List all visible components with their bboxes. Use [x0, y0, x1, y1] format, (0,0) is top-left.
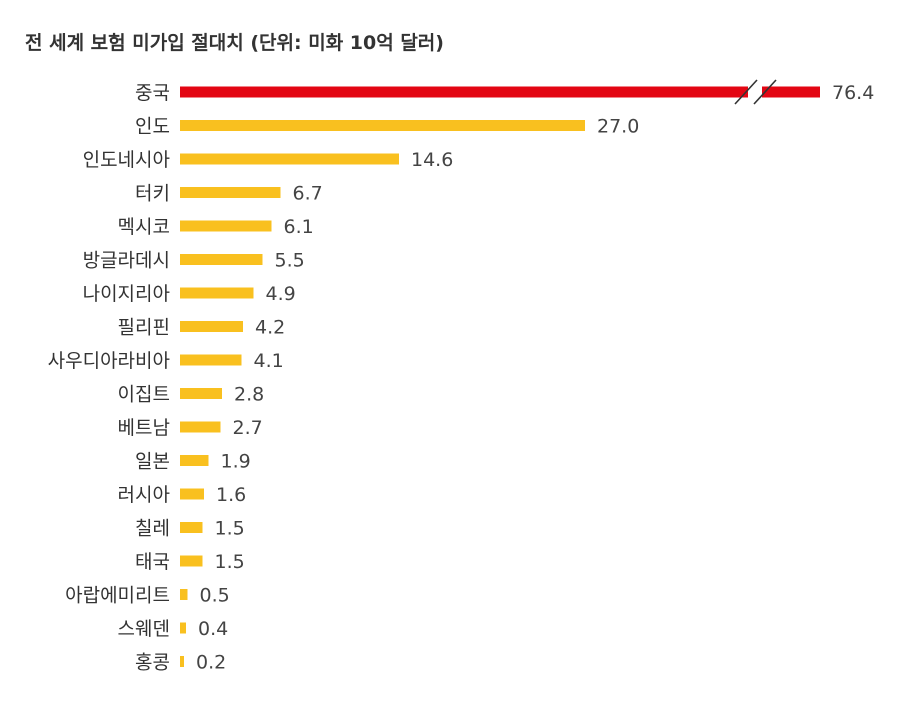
bar [180, 321, 243, 332]
category-label: 멕시코 [118, 216, 170, 238]
bar [180, 421, 221, 433]
category-label: 나이지리아 [83, 283, 170, 305]
value-label: 2.7 [233, 417, 263, 439]
category-label: 홍콩 [135, 652, 170, 674]
bar [180, 287, 254, 299]
bar [180, 388, 222, 399]
value-label: 4.2 [255, 317, 285, 339]
category-label: 베트남 [118, 417, 170, 439]
value-label: 2.8 [234, 384, 264, 406]
value-label: 0.5 [200, 585, 230, 607]
category-label: 방글라데시 [83, 250, 170, 272]
value-label: 1.6 [216, 484, 246, 506]
category-label: 아랍에미리트 [65, 585, 170, 607]
category-label: 인도 [135, 116, 170, 138]
value-label: 1.5 [215, 518, 245, 540]
category-label: 터키 [135, 183, 170, 205]
bar [180, 220, 272, 232]
value-label: 4.1 [254, 350, 284, 372]
bar [180, 555, 203, 567]
value-label: 1.5 [215, 551, 245, 573]
bar [180, 120, 585, 131]
category-label: 일본 [135, 451, 170, 473]
value-label: 1.9 [221, 451, 251, 473]
bar [180, 622, 186, 634]
chart-title: 전 세계 보험 미가입 절대치 (단위: 미화 10억 달러) [25, 32, 444, 54]
category-label: 태국 [135, 551, 170, 573]
bar [180, 656, 184, 667]
value-label: 14.6 [411, 149, 453, 171]
value-label: 6.7 [293, 183, 323, 205]
value-label: 6.1 [284, 216, 314, 238]
category-label: 중국 [135, 82, 170, 104]
category-label: 이집트 [118, 384, 170, 406]
category-label: 스웨덴 [118, 618, 170, 640]
bar [180, 354, 242, 366]
bar [180, 589, 188, 600]
category-label: 사우디아라비아 [48, 350, 170, 372]
bar [180, 86, 820, 98]
category-label: 칠레 [135, 518, 170, 540]
bar [180, 254, 263, 265]
bar [180, 153, 399, 165]
axis-break-gap [748, 85, 762, 99]
value-label: 4.9 [266, 283, 296, 305]
bar [180, 455, 209, 466]
value-label: 0.4 [198, 618, 228, 640]
value-label: 0.2 [196, 652, 226, 674]
value-label: 27.0 [597, 116, 639, 138]
value-label: 5.5 [275, 250, 305, 272]
category-label: 필리핀 [118, 317, 170, 339]
bar [180, 488, 204, 500]
category-label: 인도네시아 [83, 149, 170, 171]
value-label: 76.4 [832, 82, 874, 104]
category-label: 러시아 [118, 484, 170, 506]
axis-break-mark [753, 79, 777, 105]
bar [180, 522, 203, 533]
bar [180, 187, 281, 198]
axis-break-mark [734, 79, 758, 105]
